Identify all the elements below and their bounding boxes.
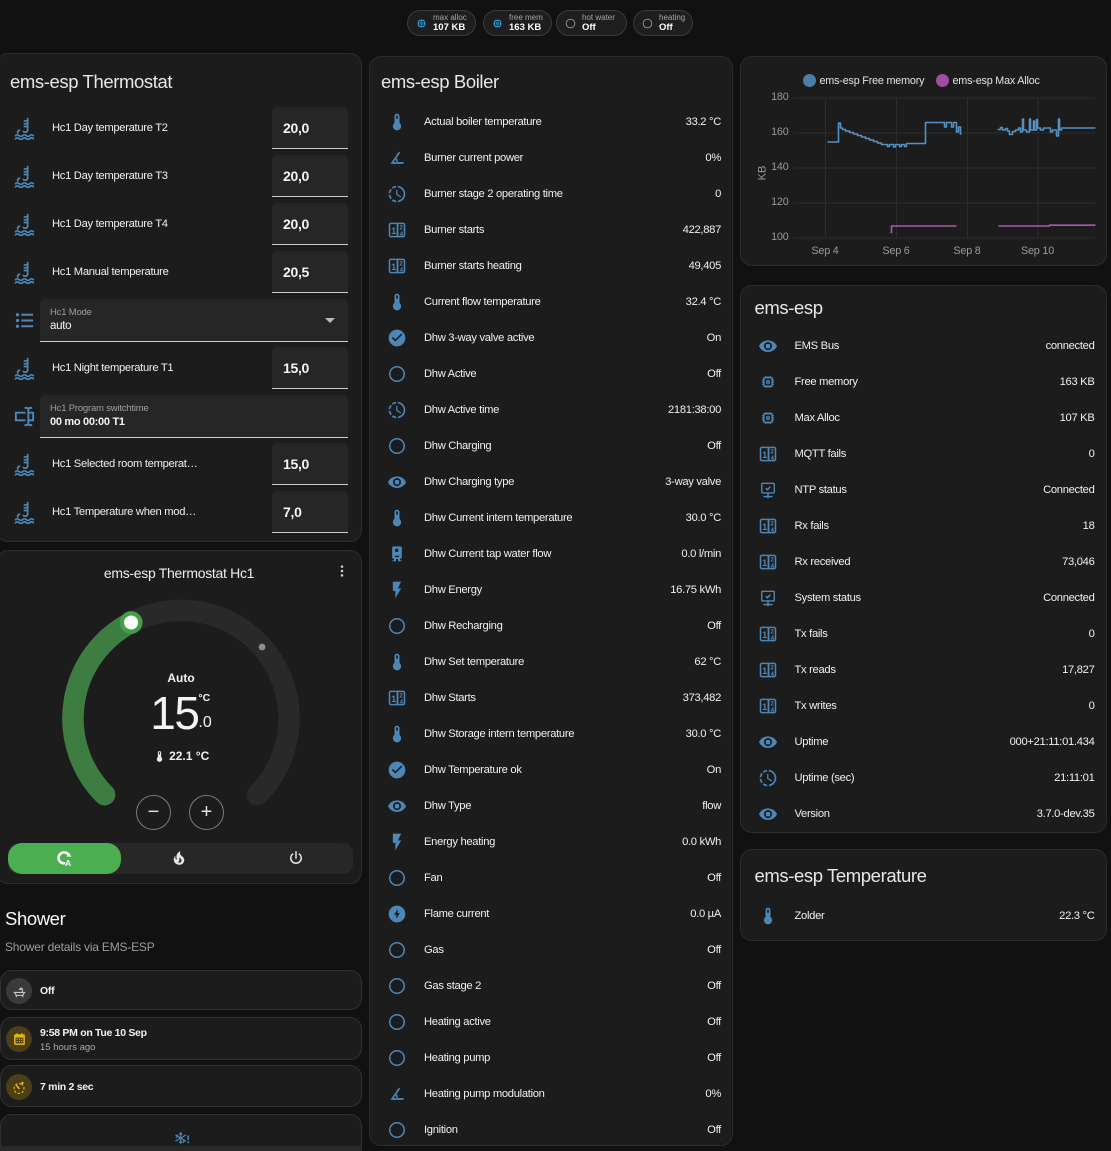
svg-text:2: 2 — [770, 701, 774, 708]
svg-text:4: 4 — [400, 699, 404, 706]
svg-text:2: 2 — [399, 261, 403, 268]
svg-text:1: 1 — [762, 666, 767, 676]
svg-text:2: 2 — [770, 629, 774, 636]
svg-text:1: 1 — [762, 450, 767, 460]
svg-text:A: A — [65, 858, 71, 868]
svg-text:4: 4 — [770, 671, 774, 678]
svg-text:4: 4 — [770, 527, 774, 534]
svg-text:2: 2 — [770, 665, 774, 672]
svg-text:4: 4 — [400, 231, 404, 238]
svg-text:4: 4 — [770, 707, 774, 714]
svg-text:2: 2 — [399, 225, 403, 232]
svg-text:2: 2 — [770, 557, 774, 564]
svg-text:1: 1 — [762, 630, 767, 640]
svg-text:1: 1 — [391, 694, 396, 704]
svg-text:2: 2 — [399, 693, 403, 700]
svg-text:1: 1 — [762, 558, 767, 568]
svg-text:1: 1 — [391, 226, 396, 236]
svg-text:2: 2 — [770, 521, 774, 528]
svg-text:4: 4 — [400, 267, 404, 274]
svg-text:KB: KB — [756, 166, 768, 181]
svg-text:4: 4 — [770, 563, 774, 570]
svg-text:1: 1 — [762, 702, 767, 712]
svg-text:1: 1 — [762, 522, 767, 532]
svg-text:4: 4 — [770, 635, 774, 642]
svg-text:2: 2 — [770, 449, 774, 456]
svg-text:4: 4 — [770, 455, 774, 462]
svg-text:1: 1 — [391, 262, 396, 272]
